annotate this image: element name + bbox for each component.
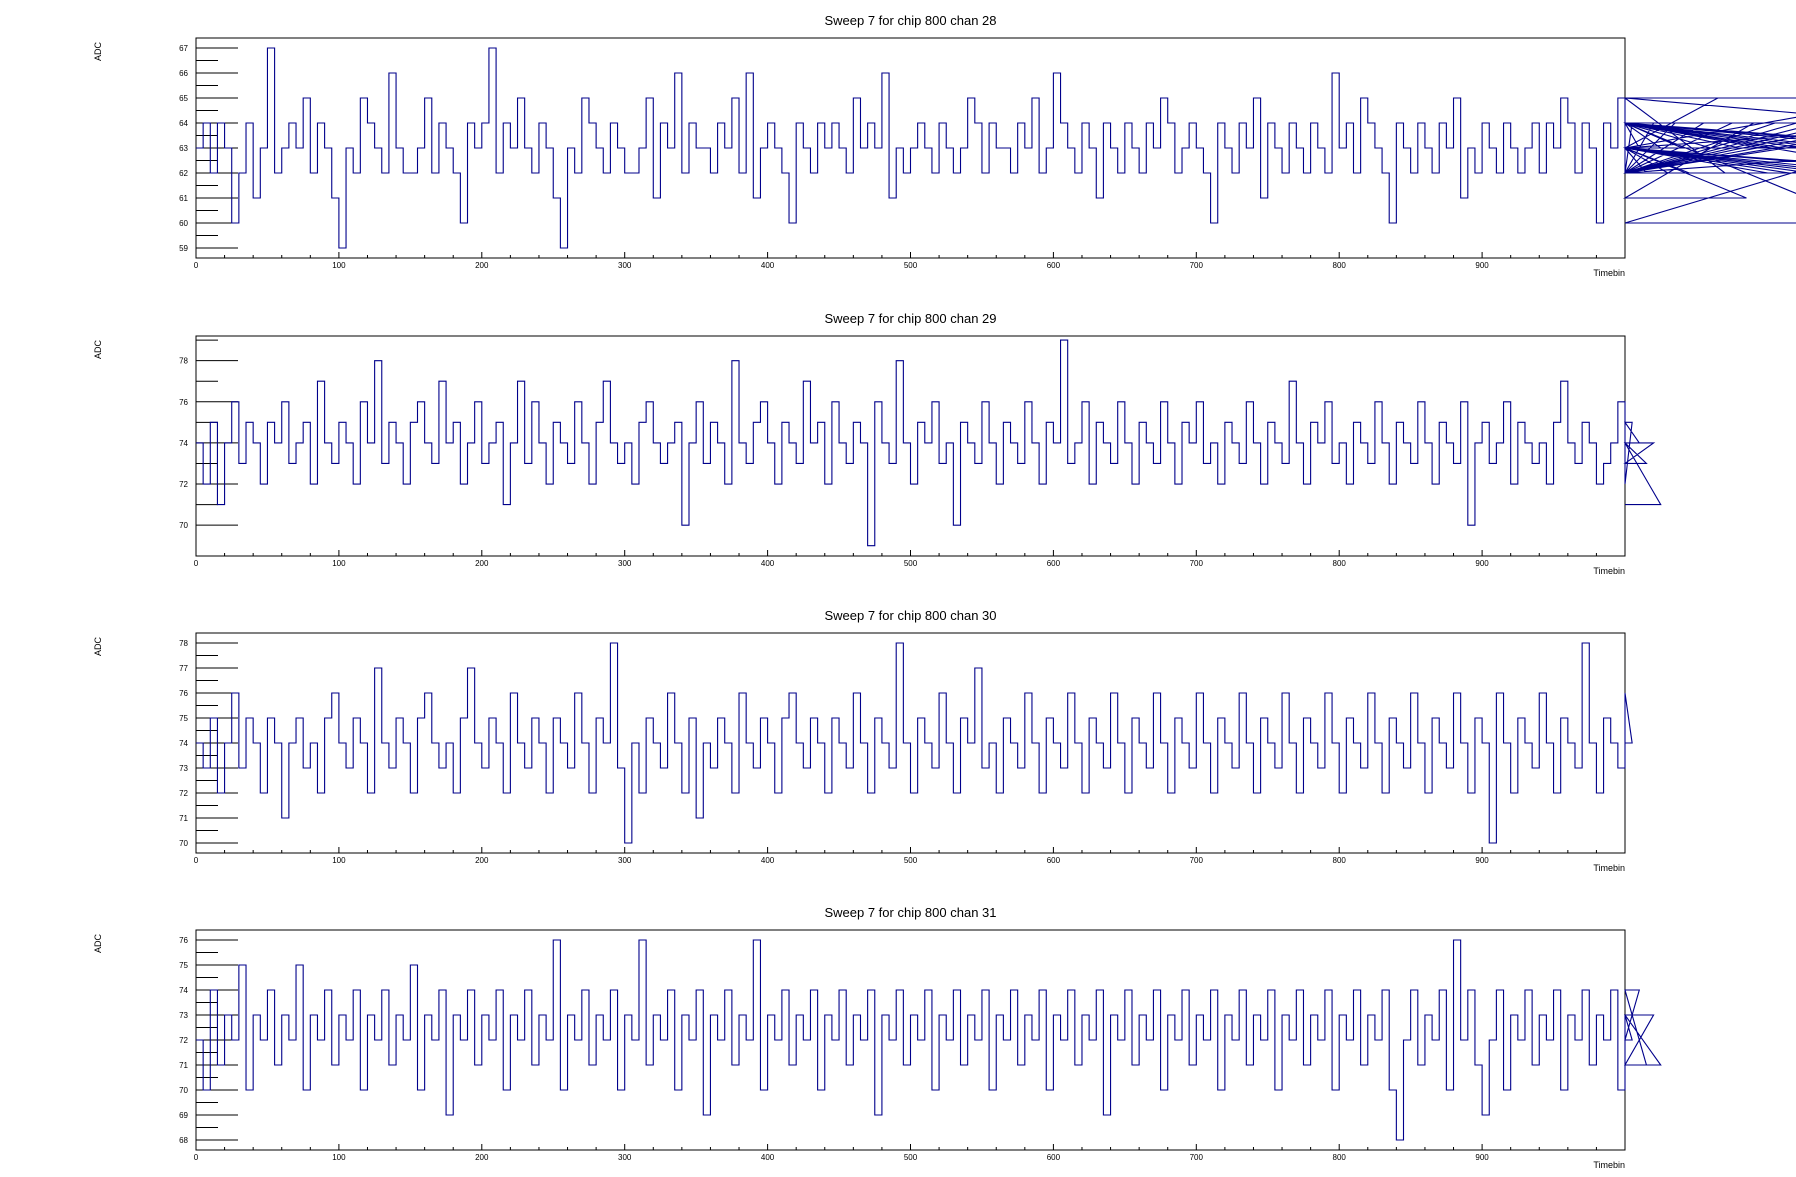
adc-series-line <box>196 642 1633 844</box>
chart-title: Sweep 7 for chip 800 chan 31 <box>824 905 996 920</box>
x-tick-label: 300 <box>618 856 632 865</box>
x-tick-label: 500 <box>904 856 918 865</box>
x-tick-label: 400 <box>761 1153 775 1162</box>
x-tick-label: 400 <box>761 559 775 568</box>
x-tick-label: 600 <box>1047 559 1061 568</box>
chart-panel-2: Sweep 7 for chip 800 chan 29 ADC Timebin 0 1… <box>93 311 1662 576</box>
y-tick-label: 72 <box>179 1036 188 1045</box>
chart-title: Sweep 7 for chip 800 chan 28 <box>824 13 996 28</box>
x-tick-label: 600 <box>1047 261 1061 270</box>
x-axis-label: Timebin <box>1593 863 1625 873</box>
y-tick-label: 76 <box>179 936 188 945</box>
y-tick-label: 74 <box>179 986 188 995</box>
x-tick-label: 200 <box>475 856 489 865</box>
x-axis-label: Timebin <box>1593 268 1625 278</box>
y-tick-label: 71 <box>179 814 188 823</box>
x-tick-label: 100 <box>332 1153 346 1162</box>
y-tick-label: 66 <box>179 69 188 78</box>
chart-panel-4: Sweep 7 for chip 800 chan 31 ADC Timebin 0 1… <box>93 905 1662 1170</box>
x-tick-label: 900 <box>1475 559 1489 568</box>
y-tick-label: 70 <box>179 839 188 848</box>
x-tick-label: 600 <box>1047 1153 1061 1162</box>
x-tick-label: 300 <box>618 261 632 270</box>
y-tick-label: 63 <box>179 144 188 153</box>
x-tick-label: 800 <box>1333 1153 1347 1162</box>
adc-series-line <box>196 47 1796 249</box>
y-tick-label: 65 <box>179 94 188 103</box>
x-tick-label: 700 <box>1190 856 1204 865</box>
x-tick-label: 500 <box>904 261 918 270</box>
y-tick-label: 75 <box>179 714 188 723</box>
y-tick-label: 72 <box>179 480 188 489</box>
y-tick-label: 70 <box>179 1086 188 1095</box>
x-tick-label: 100 <box>332 856 346 865</box>
y-axis-label: ADC <box>93 42 103 62</box>
y-tick-label: 76 <box>179 398 188 407</box>
x-tick-label: 600 <box>1047 856 1061 865</box>
x-tick-label: 400 <box>761 856 775 865</box>
y-tick-label: 67 <box>179 44 188 53</box>
y-axis-label: ADC <box>93 934 103 954</box>
y-tick-label: 70 <box>179 521 188 530</box>
y-tick-label: 78 <box>179 357 188 366</box>
x-axis-label: Timebin <box>1593 1160 1625 1170</box>
adc-series-line <box>196 339 1662 547</box>
y-tick-label: 76 <box>179 689 188 698</box>
x-tick-label: 0 <box>194 261 199 270</box>
y-tick-label: 71 <box>179 1061 188 1070</box>
x-axis-label: Timebin <box>1593 566 1625 576</box>
x-tick-label: 100 <box>332 261 346 270</box>
x-tick-label: 300 <box>618 1153 632 1162</box>
y-tick-label: 62 <box>179 169 188 178</box>
y-tick-label: 59 <box>179 244 188 253</box>
x-tick-label: 700 <box>1190 559 1204 568</box>
y-tick-label: 68 <box>179 1136 188 1145</box>
y-tick-label: 75 <box>179 961 188 970</box>
x-tick-label: 500 <box>904 1153 918 1162</box>
x-tick-label: 500 <box>904 559 918 568</box>
x-tick-label: 700 <box>1190 261 1204 270</box>
y-tick-label: 61 <box>179 194 188 203</box>
adc-series-line <box>196 939 1662 1141</box>
chart-panel-1: Sweep 7 for chip 800 chan 28 ADC Timebin 0 1… <box>93 13 1796 278</box>
y-tick-label: 73 <box>179 764 188 773</box>
y-tick-label: 73 <box>179 1011 188 1020</box>
x-tick-label: 0 <box>194 559 199 568</box>
x-tick-label: 900 <box>1475 1153 1489 1162</box>
x-tick-label: 0 <box>194 1153 199 1162</box>
x-tick-label: 100 <box>332 559 346 568</box>
x-tick-label: 800 <box>1333 856 1347 865</box>
chart-panel-3: Sweep 7 for chip 800 chan 30 ADC Timebin 0 1… <box>93 608 1633 873</box>
y-tick-label: 60 <box>179 219 188 228</box>
y-tick-label: 74 <box>179 739 188 748</box>
y-axis-label: ADC <box>93 340 103 360</box>
y-tick-label: 74 <box>179 439 188 448</box>
x-tick-label: 200 <box>475 261 489 270</box>
x-tick-label: 800 <box>1333 261 1347 270</box>
y-tick-label: 78 <box>179 639 188 648</box>
y-axis-label: ADC <box>93 637 103 657</box>
y-tick-label: 77 <box>179 664 188 673</box>
x-tick-label: 800 <box>1333 559 1347 568</box>
x-tick-label: 300 <box>618 559 632 568</box>
y-tick-label: 72 <box>179 789 188 798</box>
y-tick-label: 69 <box>179 1111 188 1120</box>
y-tick-label: 64 <box>179 119 188 128</box>
x-tick-label: 900 <box>1475 856 1489 865</box>
x-tick-label: 200 <box>475 559 489 568</box>
x-tick-label: 0 <box>194 856 199 865</box>
x-tick-label: 700 <box>1190 1153 1204 1162</box>
x-tick-label: 400 <box>761 261 775 270</box>
chart-title: Sweep 7 for chip 800 chan 29 <box>824 311 996 326</box>
chart-title: Sweep 7 for chip 800 chan 30 <box>824 608 996 623</box>
x-tick-label: 200 <box>475 1153 489 1162</box>
x-tick-label: 900 <box>1475 261 1489 270</box>
